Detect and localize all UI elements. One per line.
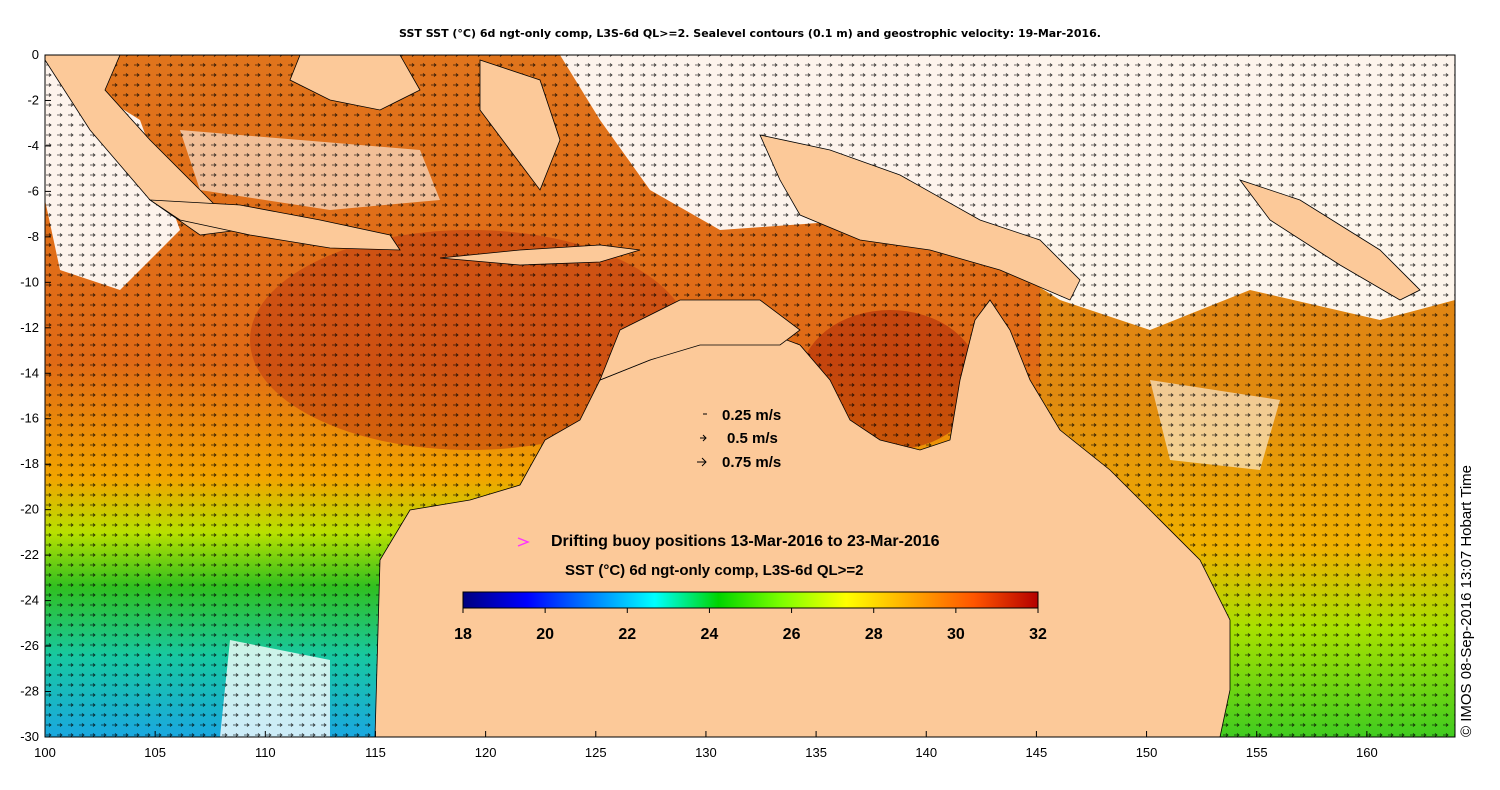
buoy-marker-icon [517, 537, 530, 547]
velocity-key-arrow-2 [697, 457, 707, 467]
solomons [1238, 179, 1421, 301]
velocity-key-label-1: 0.5 m/s [727, 430, 778, 447]
y-tick-label: -6 [27, 183, 39, 198]
y-tick-label: -28 [20, 684, 39, 699]
sulawesi [479, 59, 561, 191]
colorbar-tick-label: 20 [536, 626, 554, 643]
land [45, 55, 1421, 737]
x-tick-label: 100 [34, 745, 56, 760]
australia [374, 299, 1231, 737]
x-tick-label: 160 [1356, 745, 1378, 760]
credit-text: © IMOS 08-Sep-2016 13:07 Hobart Time [1458, 465, 1475, 737]
map-title: SST SST (°C) 6d ngt-only comp, L3S-6d QL… [399, 27, 1101, 40]
colorbar-tick-label: 30 [947, 626, 965, 643]
colorbar-tick-label: 26 [783, 626, 801, 643]
x-tick-label: 130 [695, 745, 717, 760]
x-tick-label: 110 [255, 745, 276, 760]
colorbar-tick-label: 22 [618, 626, 636, 643]
colorbar-ticks: 18 20 22 24 26 28 30 32 [454, 608, 1047, 643]
x-tick-label: 135 [805, 745, 827, 760]
timor [439, 244, 641, 266]
y-tick-label: -30 [20, 729, 39, 744]
velocity-key: 0.25 m/s 0.5 m/s 0.75 m/s [697, 407, 781, 471]
latitude-axis: 0 -2 -4 -6 -8 -10 -12 -14 -16 -18 -20 -22 -24 -26 -28 -… [20, 47, 51, 744]
longitude-axis: 100 105 110 115 120 125 130 135 140 145 150 155 160 [34, 731, 1378, 760]
x-tick-label: 125 [585, 745, 607, 760]
y-tick-label: -10 [20, 274, 39, 289]
sumatra [45, 55, 241, 236]
colorbar-tick-label: 32 [1029, 626, 1047, 643]
java [148, 199, 401, 251]
x-tick-label: 140 [915, 745, 937, 760]
x-tick-label: 155 [1246, 745, 1268, 760]
y-tick-label: -14 [20, 365, 39, 380]
new-guinea [759, 134, 1081, 301]
y-tick-label: -4 [27, 138, 39, 153]
y-tick-label: -22 [20, 547, 39, 562]
x-tick-label: 115 [365, 745, 386, 760]
colorbar-tick-label: 24 [701, 626, 719, 643]
colorbar-gradient [462, 591, 1039, 609]
velocity-key-label-0: 0.25 m/s [722, 407, 781, 424]
buoy-legend-label: Drifting buoy positions 13-Mar-2016 to 2… [551, 533, 940, 550]
y-tick-label: -20 [20, 502, 39, 517]
arnhem-land [599, 299, 801, 381]
map-frame [44, 54, 1456, 738]
y-tick-label: 0 [32, 47, 39, 62]
y-tick-label: -26 [20, 638, 39, 653]
x-tick-label: 105 [144, 745, 166, 760]
velocity-key-arrow-1 [700, 434, 707, 442]
colorbar-title: SST (°C) 6d ngt-only comp, L3S-6d QL>=2 [565, 562, 864, 579]
y-tick-label: -12 [20, 320, 39, 335]
colorbar-tick-label: 18 [454, 626, 472, 643]
buoy-legend: Drifting buoy positions 13-Mar-2016 to 2… [517, 533, 940, 550]
velocity-key-label-2: 0.75 m/s [722, 454, 781, 471]
y-tick-label: -16 [20, 411, 39, 426]
x-tick-label: 120 [475, 745, 497, 760]
y-tick-label: -8 [27, 229, 39, 244]
colorbar: SST (°C) 6d ngt-only comp, L3S-6d QL>=2 … [454, 562, 1047, 643]
y-tick-label: -24 [20, 593, 39, 608]
y-tick-label: -18 [20, 456, 39, 471]
x-tick-label: 150 [1136, 745, 1158, 760]
colorbar-tick-label: 28 [865, 626, 883, 643]
map-panel [45, 55, 1455, 737]
y-tick-label: -2 [27, 92, 39, 107]
x-tick-label: 145 [1026, 745, 1048, 760]
borneo [289, 55, 421, 111]
